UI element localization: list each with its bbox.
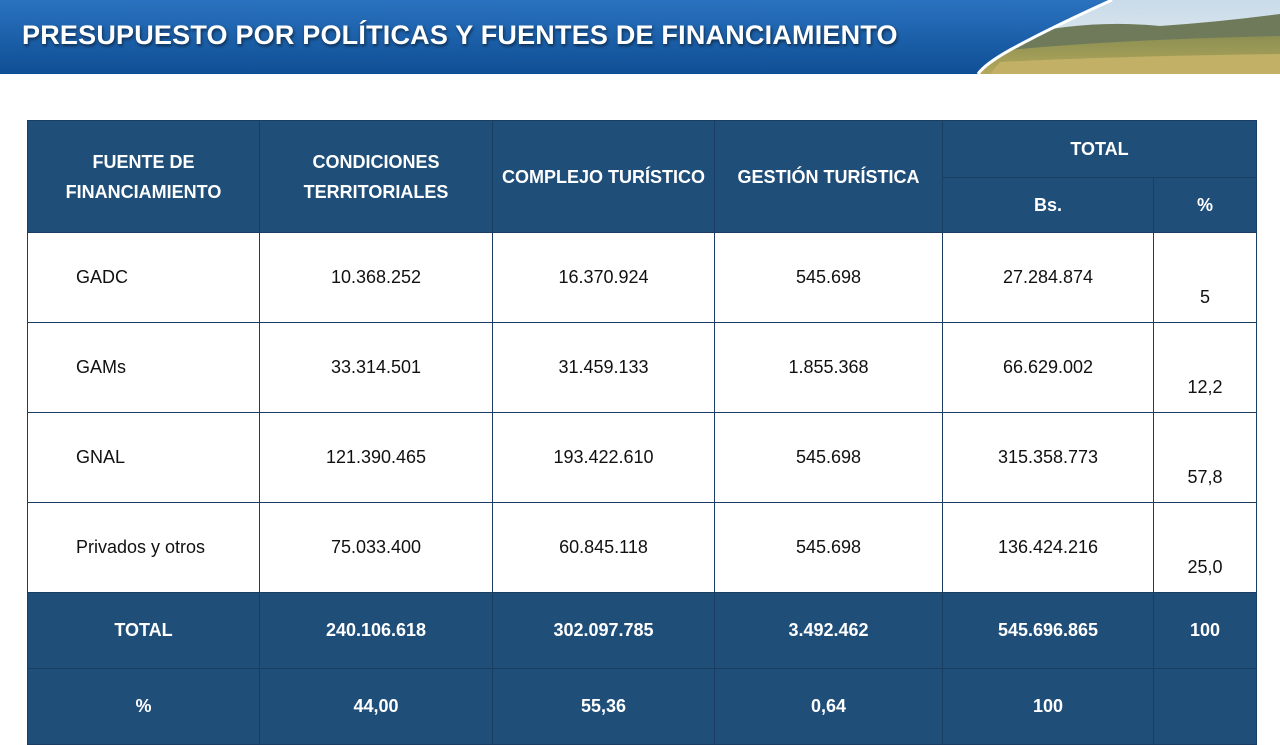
cell-complejo: 60.845.118 [492, 502, 715, 593]
percent-row: % 44,00 55,36 0,64 100 [27, 668, 1258, 745]
cell-complejo: 31.459.133 [492, 322, 715, 413]
header-complejo: COMPLEJO TURÍSTICO [492, 120, 715, 233]
percent-complejo: 55,36 [492, 668, 715, 745]
header-bs: Bs. [942, 177, 1154, 233]
percent-empty-cell [1152, 668, 1258, 745]
cell-pct: 57,8 [1152, 412, 1258, 503]
percent-condiciones: 44,00 [259, 668, 493, 745]
cell-fuente: GNAL [27, 412, 260, 503]
total-total: 545.696.865 [942, 592, 1154, 669]
banner-landscape-graphic [0, 0, 1280, 74]
total-label: TOTAL [27, 592, 260, 669]
header-fuente: FUENTE DE FINANCIAMIENTO [27, 120, 260, 233]
header-total: TOTAL [941, 120, 1258, 178]
total-gestion: 3.492.462 [714, 592, 943, 669]
table-row: GAMs 33.314.501 31.459.133 1.855.368 66.… [27, 322, 1258, 413]
cell-fuente: GAMs [27, 322, 260, 413]
cell-pct: 5 [1152, 232, 1258, 323]
title-banner: PRESUPUESTO POR POLÍTICAS Y FUENTES DE F… [0, 0, 1280, 74]
page-title: PRESUPUESTO POR POLÍTICAS Y FUENTES DE F… [22, 20, 898, 50]
cell-gestion: 1.855.368 [714, 322, 943, 413]
cell-condiciones: 10.368.252 [259, 232, 493, 323]
header-row: FUENTE DE FINANCIAMIENTO CONDICIONES TER… [27, 120, 1258, 233]
total-condiciones: 240.106.618 [259, 592, 493, 669]
total-complejo: 302.097.785 [492, 592, 715, 669]
cell-total: 66.629.002 [942, 322, 1154, 413]
percent-total: 100 [942, 668, 1154, 745]
table-row: Privados y otros 75.033.400 60.845.118 5… [27, 502, 1258, 593]
cell-gestion: 545.698 [714, 412, 943, 503]
budget-table: FUENTE DE FINANCIAMIENTO CONDICIONES TER… [27, 120, 1258, 745]
cell-fuente: GADC [27, 232, 260, 323]
cell-pct: 25,0 [1152, 502, 1258, 593]
cell-total: 315.358.773 [942, 412, 1154, 503]
table-row: GADC 10.368.252 16.370.924 545.698 27.28… [27, 232, 1258, 323]
percent-gestion: 0,64 [714, 668, 943, 745]
header-pct: % [1152, 177, 1258, 233]
table-row: GNAL 121.390.465 193.422.610 545.698 315… [27, 412, 1258, 503]
header-condiciones: CONDICIONES TERRITORIALES [259, 120, 493, 233]
cell-complejo: 193.422.610 [492, 412, 715, 503]
cell-complejo: 16.370.924 [492, 232, 715, 323]
cell-gestion: 545.698 [714, 232, 943, 323]
cell-pct: 12,2 [1152, 322, 1258, 413]
cell-condiciones: 33.314.501 [259, 322, 493, 413]
header-gestion: GESTIÓN TURÍSTICA [714, 120, 943, 233]
cell-fuente: Privados y otros [27, 502, 260, 593]
total-row: TOTAL 240.106.618 302.097.785 3.492.462 … [27, 592, 1258, 669]
total-pct: 100 [1152, 592, 1258, 669]
cell-total: 27.284.874 [942, 232, 1154, 323]
cell-condiciones: 75.033.400 [259, 502, 493, 593]
cell-gestion: 545.698 [714, 502, 943, 593]
cell-condiciones: 121.390.465 [259, 412, 493, 503]
cell-total: 136.424.216 [942, 502, 1154, 593]
percent-label: % [27, 668, 260, 745]
